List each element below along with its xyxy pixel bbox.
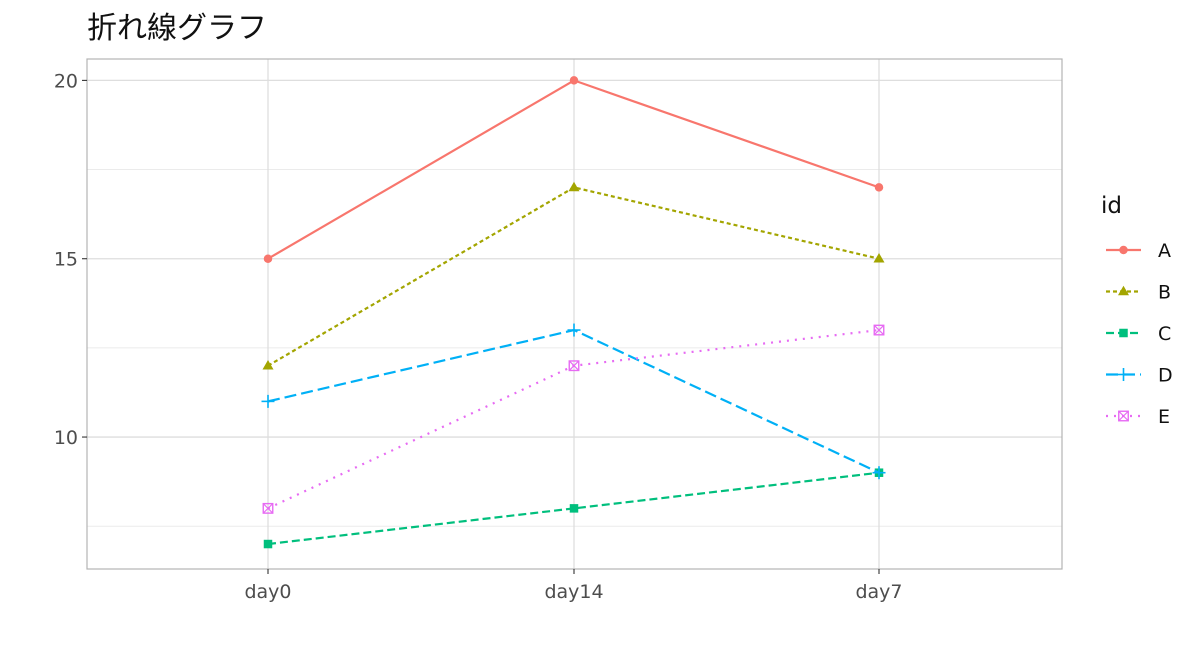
series-a (263, 76, 884, 263)
legend-title: id (1101, 193, 1122, 219)
marker-square (569, 504, 579, 513)
series-line-b (267, 186, 880, 367)
marker-square-x (1118, 410, 1129, 422)
x-tick-label: day0 (244, 581, 291, 603)
legend-item-d: D (1106, 365, 1173, 387)
marker-plus (567, 323, 581, 337)
y-tick-label: 15 (54, 249, 78, 271)
marker-square (263, 539, 273, 549)
marker-square-x (568, 360, 580, 372)
marker-plus (261, 394, 275, 408)
marker-circle (1119, 245, 1128, 255)
legend-label: A (1158, 240, 1171, 262)
series-b (262, 181, 885, 370)
legend-label: E (1158, 406, 1170, 428)
legend-label: B (1158, 282, 1171, 304)
legend-item-a: A (1106, 240, 1171, 262)
x-tick-label: day7 (855, 581, 902, 603)
marker-triangle (262, 360, 274, 370)
y-tick-label: 10 (54, 427, 78, 449)
chart-title: 折れ線グラフ (87, 11, 267, 46)
series-line-c (267, 471, 880, 546)
marker-circle (874, 183, 884, 192)
marker-triangle (568, 181, 580, 192)
series-d (261, 323, 886, 480)
legend-label: C (1158, 323, 1171, 345)
marker-circle (569, 76, 579, 85)
legend-item-c: C (1106, 323, 1171, 345)
marker-triangle (873, 253, 885, 263)
legend-item-b: B (1106, 282, 1171, 304)
series-e (262, 324, 885, 514)
legend-item-e: E (1106, 406, 1170, 428)
legend-label: D (1158, 365, 1173, 387)
plot-panel (86, 58, 1063, 570)
axes: 10 15 20 day0 day14 day7 (54, 70, 903, 603)
series-layer (261, 76, 886, 549)
marker-square (1119, 328, 1128, 338)
marker-square-x (262, 502, 274, 514)
marker-circle (263, 254, 273, 263)
x-tick-label: day14 (544, 581, 603, 603)
marker-square-x (873, 324, 885, 336)
marker-triangle (1117, 285, 1130, 296)
y-tick-label: 20 (54, 70, 78, 92)
marker-plus (1117, 368, 1130, 381)
marker-plus (872, 466, 886, 480)
